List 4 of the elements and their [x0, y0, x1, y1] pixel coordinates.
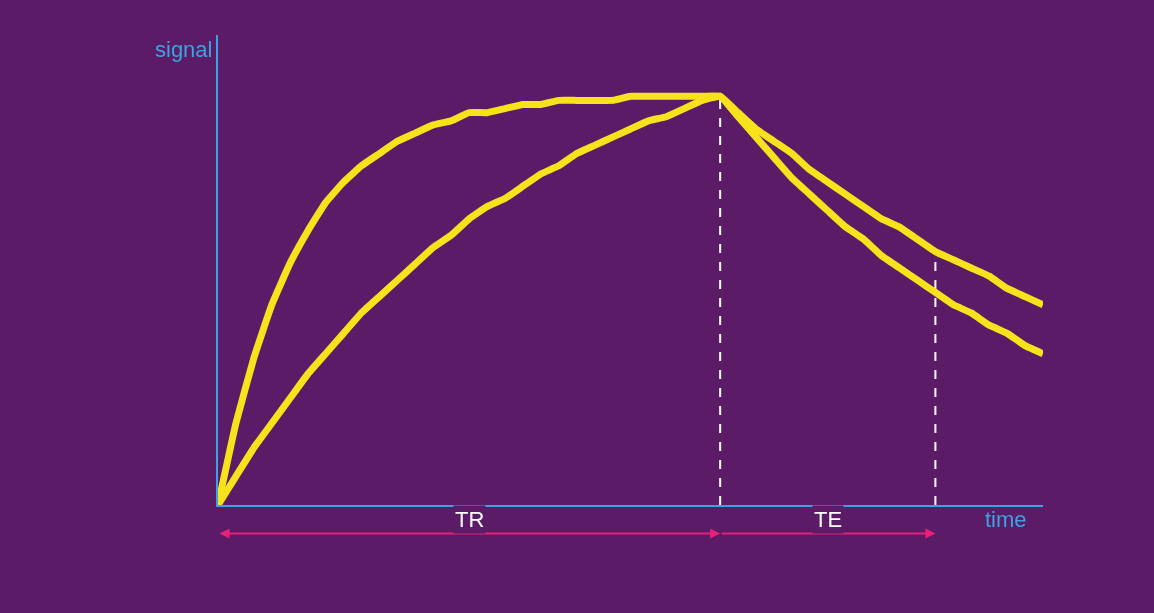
text: TE [814, 507, 843, 532]
text: TR [455, 507, 485, 532]
x-axis-title: time [985, 507, 1027, 532]
y-axis-title: signal [155, 37, 213, 62]
